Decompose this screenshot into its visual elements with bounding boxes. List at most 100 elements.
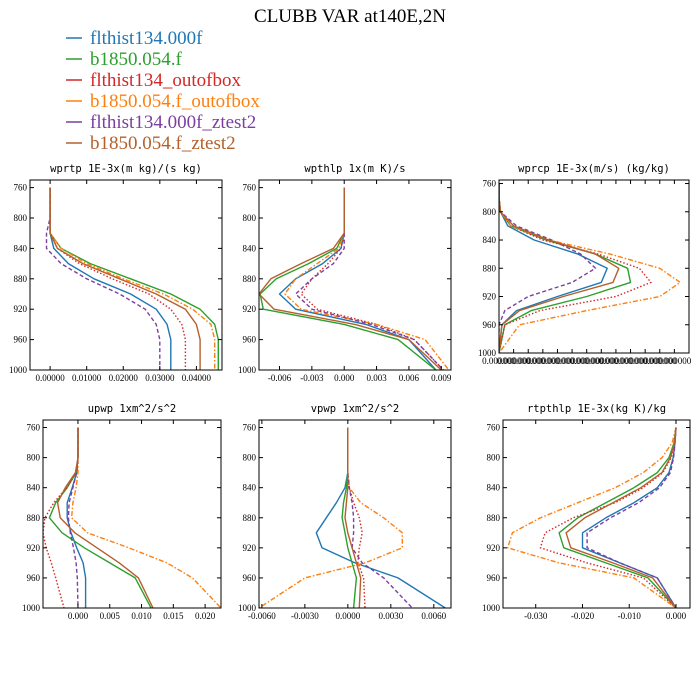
x-tick-label: 0.000 (68, 611, 89, 621)
series-line (45, 187, 161, 370)
plot-frame (258, 179, 452, 371)
y-tick-label: 920 (483, 292, 497, 302)
x-tick-label: 0.003 (366, 373, 387, 383)
x-tick-label: 0.000000 (643, 356, 677, 366)
series-line (558, 427, 677, 608)
legend-label: flthist134_outofbox (90, 70, 241, 91)
chart-panel: upwp 1xm^2/s^2 760 800 840 880 920 960 1000 0.00… (22, 403, 222, 621)
x-tick-label: 0.000000 (526, 356, 560, 366)
series-line (499, 183, 608, 353)
x-tick-label: 0.0060 (421, 611, 446, 621)
y-tick-label: 800 (487, 453, 501, 463)
legend-label: b1850.054.f_outofbox (90, 91, 260, 112)
y-tick-label: 840 (14, 243, 28, 253)
chart-panel: wpthlp 1x(m K)/s 760 800 840 880 920 960 1000 -0… (238, 163, 452, 383)
y-tick-label: 960 (243, 335, 257, 345)
legend: flthist134.000f b1850.054.f flthist134_o… (66, 28, 260, 154)
series-line (66, 427, 87, 608)
series-line (67, 427, 79, 608)
series-line (507, 427, 677, 608)
y-tick-label: 1000 (238, 365, 257, 375)
series-line (259, 187, 442, 370)
y-tick-label: 920 (487, 543, 501, 553)
y-tick-label: 840 (243, 483, 257, 493)
y-tick-label: 920 (243, 543, 257, 553)
x-tick-label: 0.00000 (35, 373, 65, 383)
series-line (499, 183, 620, 353)
y-tick-label: 920 (14, 304, 28, 314)
legend-entry: flthist134.000f (66, 28, 203, 49)
panel-title: wpthlp 1x(m K)/s (304, 163, 405, 175)
x-tick-label: -0.003 (300, 373, 324, 383)
x-tick-label: 0.000000 (584, 356, 618, 366)
series-line (259, 187, 437, 370)
series-line (56, 427, 154, 608)
y-tick-label: 920 (243, 304, 257, 314)
x-tick-label: 0.000000 (511, 356, 545, 366)
legend-entry: b1850.054.f (66, 49, 183, 70)
series-line (565, 427, 677, 608)
x-tick-label: 0.005 (100, 611, 121, 621)
x-tick-label: 0.000000 (541, 356, 575, 366)
y-tick-label: 1000 (482, 603, 501, 613)
series-line (43, 427, 79, 608)
series-line (49, 187, 187, 370)
series-line (259, 427, 403, 608)
y-tick-label: 840 (27, 483, 41, 493)
x-tick-label: -0.010 (618, 611, 642, 621)
plot-frame (258, 419, 452, 609)
series-line (49, 187, 220, 370)
series-line (49, 187, 201, 370)
legend-label: b1850.054.f_ztest2 (90, 133, 236, 154)
x-tick-label: -0.0060 (248, 611, 276, 621)
series-line (499, 183, 681, 353)
plot-frame (42, 419, 222, 609)
y-tick-label: 880 (483, 263, 497, 273)
y-tick-label: 880 (14, 274, 28, 284)
legend-label: flthist134.000f_ztest2 (90, 112, 256, 133)
series-line (581, 427, 677, 608)
x-tick-label: 0.0000 (335, 611, 360, 621)
series-line (284, 187, 450, 370)
x-tick-label: 0.04000 (182, 373, 212, 383)
y-tick-label: 760 (243, 183, 257, 193)
panel-title: upwp 1xm^2/s^2 (88, 403, 177, 415)
panel-title: rtpthlp 1E-3x(kg K)/kg (527, 403, 666, 415)
y-tick-label: 960 (27, 573, 41, 583)
panel-title: vpwp 1xm^2/s^2 (311, 403, 400, 415)
series-line (48, 427, 152, 608)
x-tick-label: 0.009 (431, 373, 452, 383)
x-tick-label: 0.03000 (145, 373, 175, 383)
y-tick-label: 960 (243, 573, 257, 583)
series-line (539, 427, 677, 608)
series-line (295, 187, 444, 370)
x-tick-label: 0.02000 (109, 373, 139, 383)
panel-title: wprtp 1E-3x(m kg)/(s kg) (50, 163, 202, 175)
legend-entry: b1850.054.f_ztest2 (66, 133, 236, 154)
y-tick-label: 800 (243, 213, 257, 223)
chart-panel: wprcp 1E-3x(m/s) (kg/kg) 760 800 840 880 920 9… (478, 163, 692, 366)
y-tick-label: 840 (243, 243, 257, 253)
x-tick-label: 0.000000 (614, 356, 648, 366)
x-tick-label: 0.0030 (378, 611, 403, 621)
x-tick-label: 0.000000 (570, 356, 604, 366)
legend-entry: flthist134_outofbox (66, 70, 241, 91)
y-tick-label: 840 (487, 483, 501, 493)
y-tick-label: 1000 (238, 603, 257, 613)
y-tick-label: 1000 (22, 603, 41, 613)
y-tick-label: 1000 (9, 365, 28, 375)
chart-panel: wprtp 1E-3x(m kg)/(s kg) 760 800 840 880 920 9… (9, 163, 223, 383)
y-tick-label: 760 (27, 423, 41, 433)
figure-title: CLUBB VAR at140E,2N (254, 6, 446, 27)
y-tick-label: 960 (487, 573, 501, 583)
y-tick-label: 760 (483, 179, 497, 189)
series-line (70, 427, 221, 608)
x-tick-label: 0.000000 (555, 356, 589, 366)
y-tick-label: 760 (14, 183, 28, 193)
y-tick-label: 800 (483, 207, 497, 217)
series-line (341, 427, 358, 608)
x-tick-label: 0.020 (195, 611, 216, 621)
series-line (586, 427, 677, 608)
y-tick-label: 880 (27, 513, 41, 523)
